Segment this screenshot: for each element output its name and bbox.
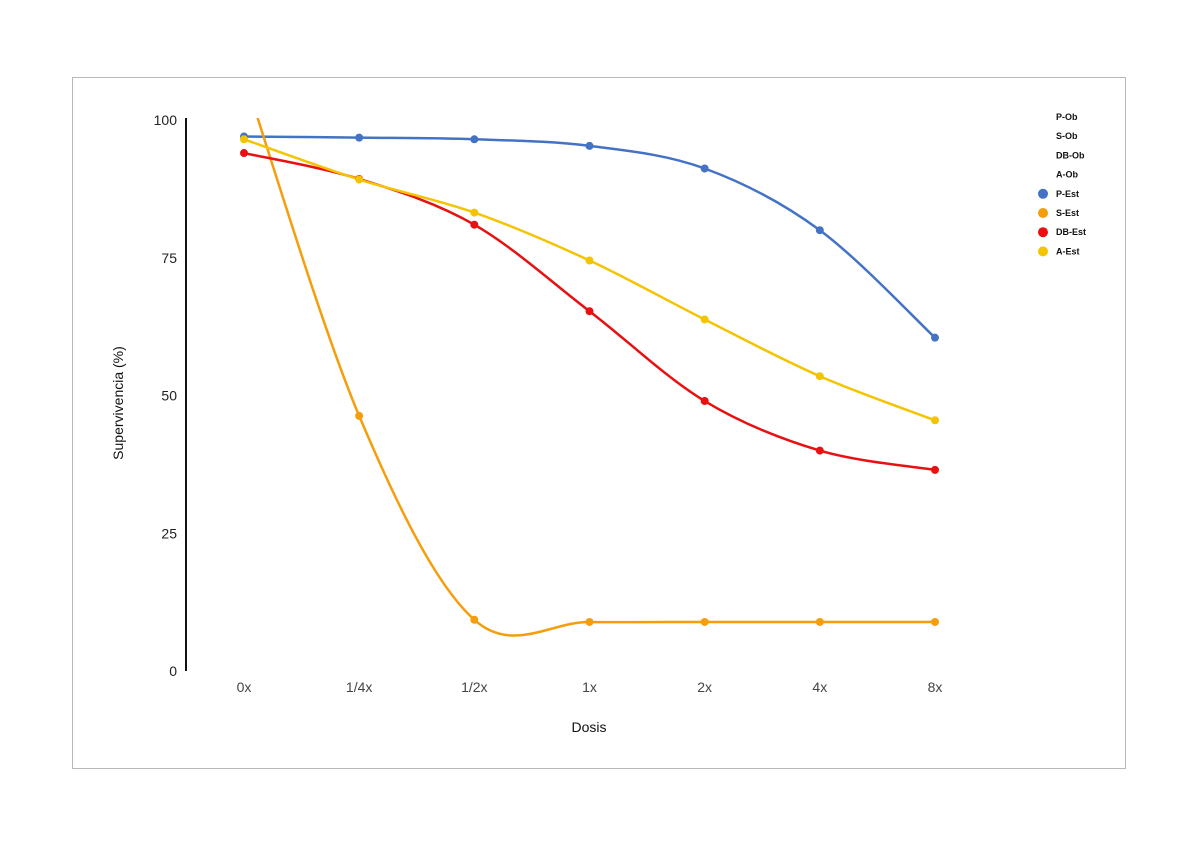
data-point	[815, 372, 824, 381]
data-point	[470, 208, 479, 217]
data-point	[931, 333, 939, 342]
chart-frame	[72, 77, 1126, 769]
data-point	[700, 315, 709, 324]
data-point	[931, 617, 939, 626]
data-point	[240, 149, 248, 158]
series-line-s-est	[256, 118, 935, 637]
data-point	[700, 617, 709, 626]
x-tick-label: 1x	[582, 679, 597, 695]
data-point	[815, 446, 824, 455]
data-point	[585, 256, 594, 265]
legend-label: P-Ob	[1056, 112, 1078, 122]
data-point	[585, 141, 594, 150]
data-point	[700, 164, 709, 173]
data-point	[931, 416, 939, 425]
y-tick-label: 50	[161, 388, 177, 404]
data-point	[355, 411, 364, 420]
x-tick-label: 1/4x	[346, 679, 372, 695]
data-point	[931, 465, 939, 474]
data-point	[585, 307, 594, 316]
legend-label: DB-Est	[1056, 227, 1086, 237]
y-tick-label: 75	[161, 250, 177, 266]
data-point	[815, 617, 824, 626]
y-tick-label: 25	[161, 525, 177, 541]
legend-label: A-Ob	[1056, 170, 1078, 180]
x-tick-label: 2x	[697, 679, 712, 695]
data-point	[815, 226, 824, 235]
data-point	[240, 135, 248, 144]
x-tick-label: 1/2x	[461, 679, 487, 695]
data-point	[585, 617, 594, 626]
legend-label: DB-Ob	[1056, 150, 1085, 160]
data-point	[355, 175, 364, 184]
x-tick-label: 0x	[237, 679, 252, 695]
legend-label: P-Est	[1056, 189, 1079, 199]
legend-marker	[1038, 188, 1048, 199]
data-point	[470, 220, 479, 229]
legend-label: S-Ob	[1056, 131, 1078, 141]
data-point	[470, 135, 479, 144]
x-tick-label: 8x	[928, 679, 943, 695]
data-point	[355, 133, 364, 142]
legend-marker	[1038, 246, 1048, 257]
legend-label: S-Est	[1056, 208, 1079, 218]
data-point	[700, 397, 709, 406]
data-point	[470, 615, 479, 624]
series-line-a-est	[243, 138, 936, 422]
x-axis-title: Dosis	[571, 719, 606, 735]
y-axis-title: Supervivencia (%)	[110, 346, 126, 460]
x-tick-label: 4x	[812, 679, 827, 695]
legend-label: A-Est	[1056, 246, 1080, 256]
legend-marker	[1038, 227, 1048, 238]
y-tick-label: 100	[154, 112, 178, 128]
y-tick-label: 0	[169, 663, 177, 679]
legend-marker	[1038, 208, 1048, 218]
